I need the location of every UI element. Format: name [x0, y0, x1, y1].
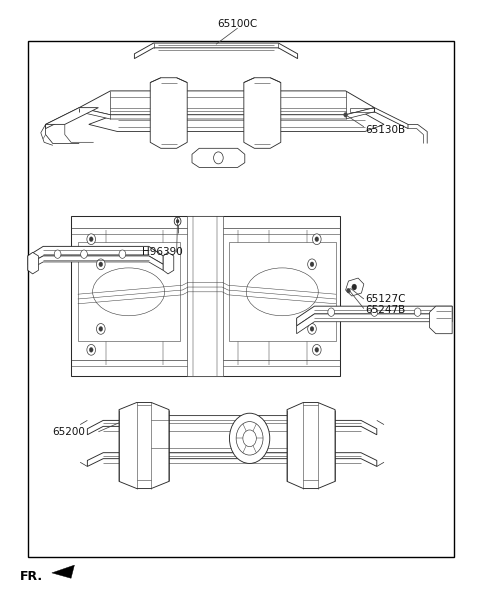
Circle shape [176, 219, 179, 223]
Polygon shape [192, 148, 245, 167]
Circle shape [308, 259, 316, 270]
Circle shape [315, 237, 319, 242]
Ellipse shape [246, 268, 318, 316]
Circle shape [352, 284, 357, 290]
Text: 65247B: 65247B [365, 305, 405, 315]
Polygon shape [79, 108, 374, 119]
Circle shape [89, 237, 93, 242]
Circle shape [347, 288, 350, 293]
Polygon shape [46, 108, 79, 129]
Circle shape [99, 262, 103, 267]
Polygon shape [141, 416, 298, 453]
Circle shape [119, 250, 126, 258]
Text: 65200: 65200 [52, 427, 84, 437]
Polygon shape [297, 314, 452, 334]
Circle shape [81, 250, 87, 258]
Circle shape [214, 152, 223, 164]
Polygon shape [46, 108, 98, 124]
Polygon shape [150, 78, 187, 148]
Text: 65127C: 65127C [365, 294, 405, 304]
Text: FR.: FR. [20, 570, 43, 583]
Circle shape [54, 250, 61, 258]
Polygon shape [297, 306, 452, 326]
Text: 65130B: 65130B [365, 126, 405, 135]
Bar [28, 41, 454, 557]
Polygon shape [28, 252, 38, 274]
Polygon shape [79, 91, 374, 115]
Circle shape [344, 112, 348, 117]
Circle shape [310, 327, 314, 331]
Polygon shape [134, 43, 298, 59]
Polygon shape [52, 565, 74, 578]
Circle shape [310, 262, 314, 267]
Polygon shape [71, 216, 340, 376]
Polygon shape [430, 306, 452, 334]
Polygon shape [78, 242, 180, 341]
Polygon shape [87, 453, 377, 466]
Text: H96390: H96390 [142, 248, 182, 257]
Circle shape [312, 234, 321, 245]
Circle shape [312, 344, 321, 355]
Circle shape [229, 413, 270, 463]
Polygon shape [119, 402, 169, 489]
Circle shape [174, 217, 181, 225]
Circle shape [308, 324, 316, 334]
Polygon shape [187, 216, 223, 376]
Text: 65100C: 65100C [217, 19, 258, 29]
Polygon shape [163, 252, 174, 274]
Polygon shape [346, 278, 364, 296]
Circle shape [87, 344, 96, 355]
Polygon shape [287, 402, 335, 489]
Circle shape [236, 422, 263, 455]
Polygon shape [28, 246, 163, 264]
Circle shape [328, 308, 335, 316]
Circle shape [99, 327, 103, 331]
Circle shape [89, 347, 93, 352]
Circle shape [96, 259, 105, 270]
Polygon shape [374, 108, 408, 129]
Polygon shape [28, 256, 163, 270]
Circle shape [87, 234, 96, 245]
Circle shape [315, 347, 319, 352]
Circle shape [96, 324, 105, 334]
Circle shape [414, 308, 421, 316]
Circle shape [243, 430, 256, 447]
Circle shape [371, 308, 378, 316]
Ellipse shape [93, 268, 165, 316]
Polygon shape [244, 78, 281, 148]
Polygon shape [229, 242, 336, 341]
Polygon shape [89, 114, 384, 132]
Polygon shape [87, 420, 377, 435]
